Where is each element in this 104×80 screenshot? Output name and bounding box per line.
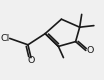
Text: O: O — [86, 46, 93, 55]
Text: O: O — [27, 56, 35, 65]
Text: Cl: Cl — [1, 34, 10, 43]
